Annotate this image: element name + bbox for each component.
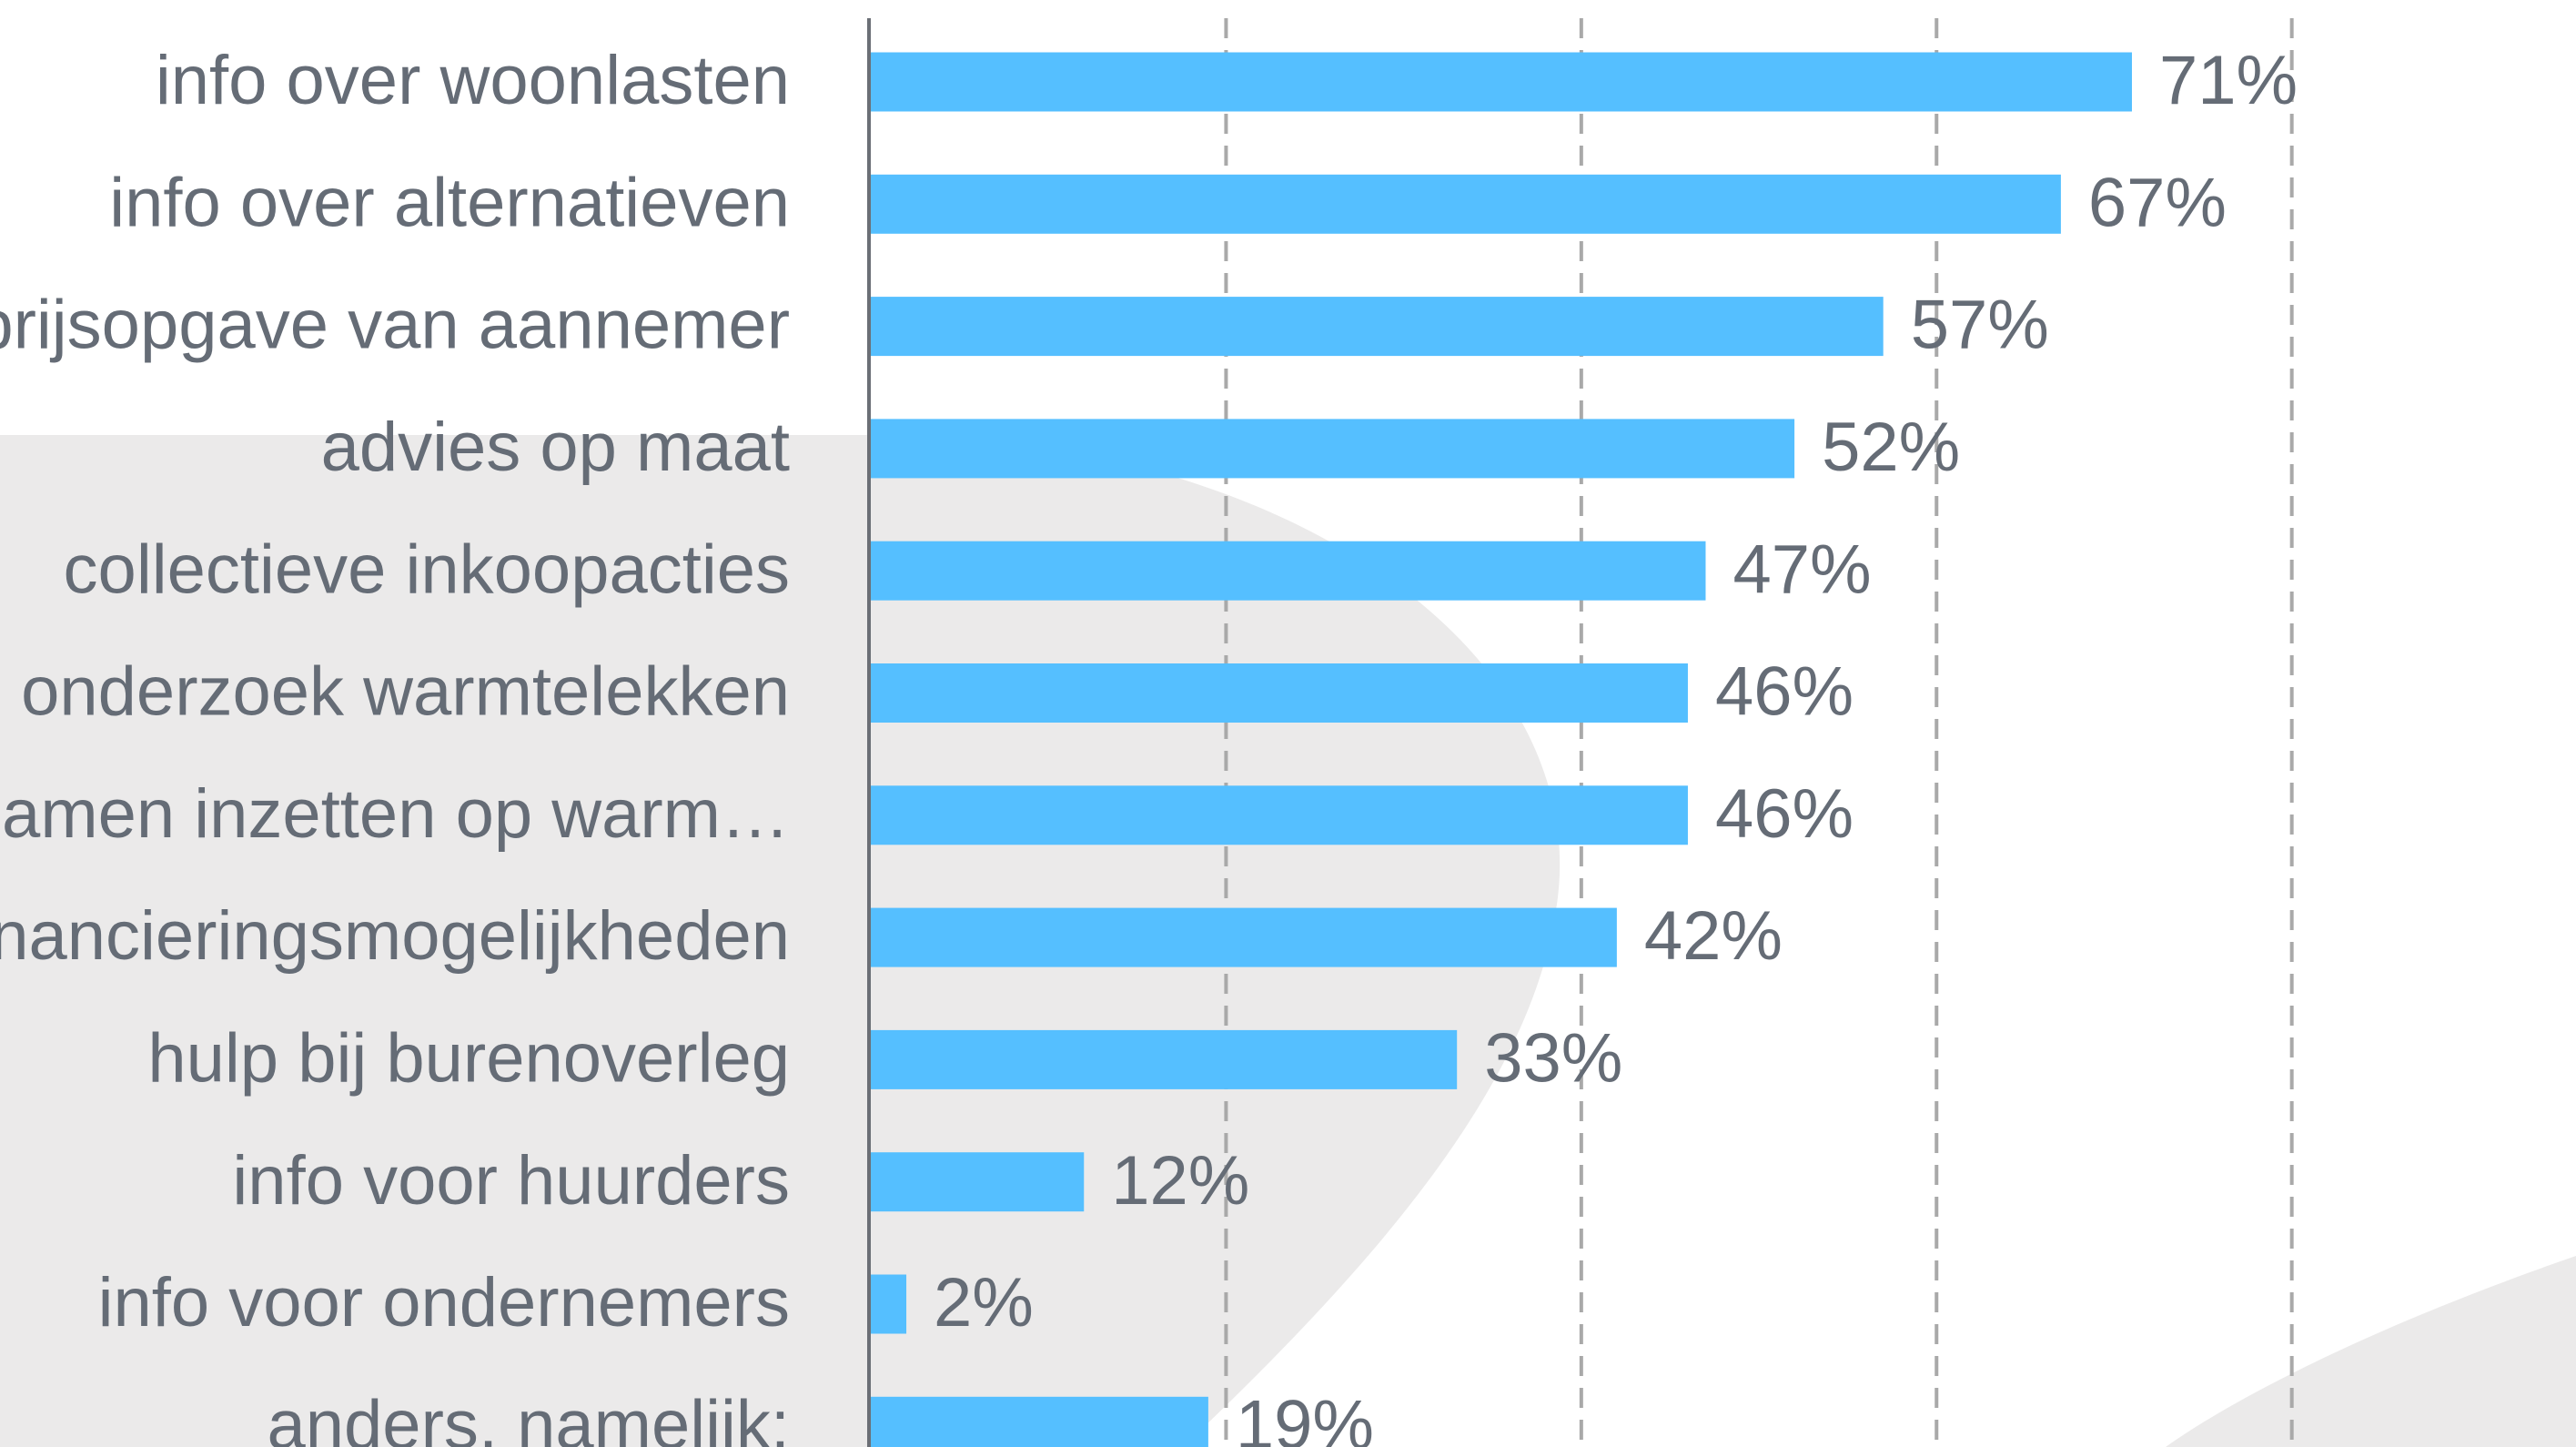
y-tick-label: samen inzetten op warm… [0, 775, 790, 853]
bar [871, 174, 2061, 234]
value-label: 71% [2159, 42, 2298, 119]
bar [871, 1396, 1208, 1447]
y-tick-label: anders, namelijk: [268, 1386, 791, 1447]
y-tick-label: advies op maat [321, 409, 790, 486]
y-tick-label: info over woonlasten [156, 42, 790, 119]
value-label: 46% [1715, 775, 1854, 853]
y-tick-label: info over alternatieven [109, 164, 790, 241]
bar [871, 52, 2132, 112]
background-shape [2166, 1256, 2576, 1447]
value-label: 33% [1484, 1019, 1622, 1097]
bar [871, 541, 1706, 601]
bar [871, 1152, 1085, 1212]
y-tick-label: collectieve inkoopacties [64, 531, 790, 608]
bar [871, 1029, 1458, 1089]
value-label: 47% [1732, 531, 1871, 608]
y-tick-label: info voor huurders [232, 1142, 790, 1219]
y-tick-label: hulp bij burenoverleg [147, 1019, 790, 1097]
bar [871, 785, 1688, 845]
bar [871, 419, 1795, 479]
value-label: 46% [1715, 653, 1854, 731]
value-label: 2% [934, 1264, 1034, 1341]
value-label: 52% [1822, 409, 1960, 486]
y-tick-label: info voor ondernemers [98, 1264, 790, 1341]
value-label: 12% [1111, 1142, 1249, 1219]
value-label: 19% [1236, 1386, 1374, 1447]
y-tick-label: onderzoek warmtelekken [21, 653, 790, 731]
bar [871, 907, 1617, 967]
value-label: 42% [1644, 897, 1783, 975]
value-label: 57% [1911, 287, 2049, 364]
bar [871, 663, 1688, 723]
value-label: 67% [2088, 164, 2227, 241]
bar [871, 1274, 907, 1334]
bar [871, 297, 1884, 357]
y-tick-label: financieringsmogelijkheden [0, 897, 790, 975]
y-tick-label: prijsopgave van aannemer [0, 287, 790, 364]
